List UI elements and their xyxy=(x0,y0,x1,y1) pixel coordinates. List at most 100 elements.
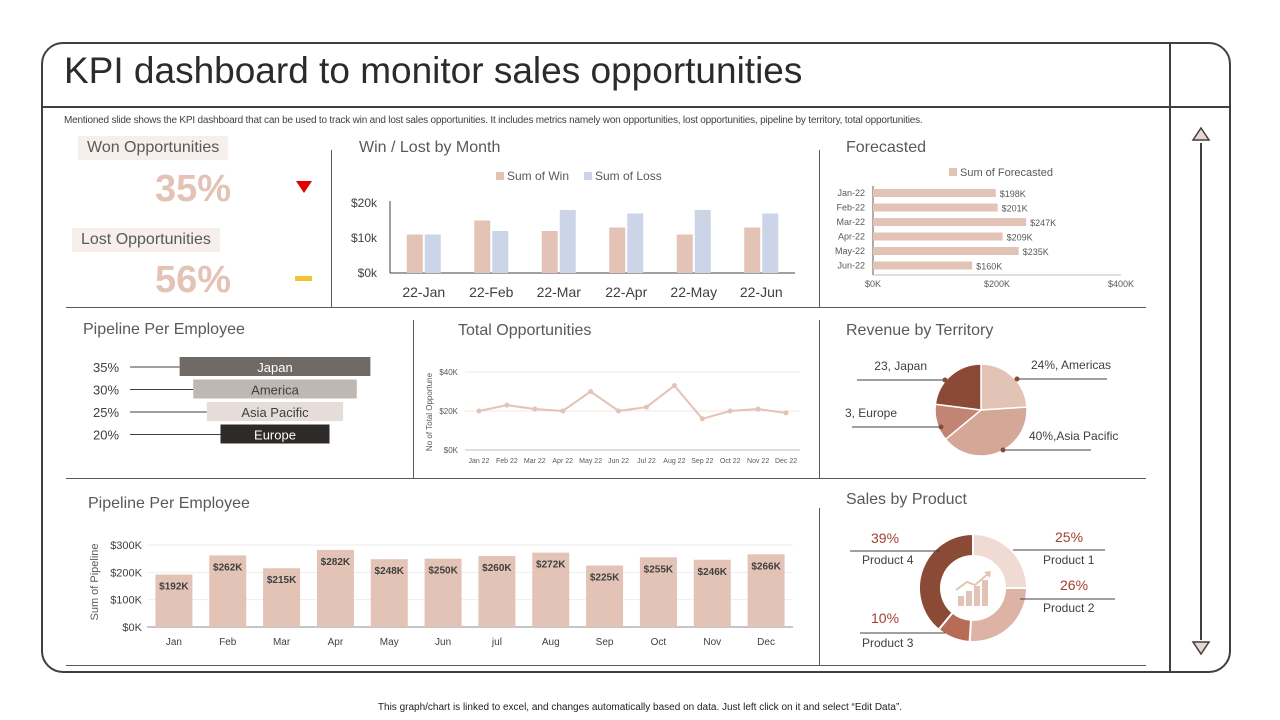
data-label: $160K xyxy=(976,262,1002,272)
pipeline-employee-bottom-title: Pipeline Per Employee xyxy=(88,495,250,512)
win-lost-chart: Sum of Win Sum of Loss $0k $10k $20k 22-Jan 22… xyxy=(351,169,795,300)
x-tick-label: 22-Jan xyxy=(402,284,445,300)
col-divider-5 xyxy=(819,508,820,665)
x-tick-label: Mar 22 xyxy=(524,458,546,465)
scroll-up-icon[interactable] xyxy=(1191,126,1211,142)
x-tick-label: $0K xyxy=(865,279,881,289)
x-tick-label: Aug 22 xyxy=(663,458,685,465)
bar-win xyxy=(744,227,761,273)
col-divider-2 xyxy=(819,150,820,307)
forecast-bar xyxy=(873,203,998,212)
forecast-bar xyxy=(873,261,973,270)
pipeline-bar xyxy=(639,557,677,627)
x-tick-label: Dec 22 xyxy=(775,458,797,465)
col-divider-3 xyxy=(413,320,414,478)
y-tick-label: $100K xyxy=(110,595,142,607)
data-label: $192K xyxy=(159,582,189,593)
donut-slice xyxy=(918,532,974,632)
won-opportunities-value: 35% xyxy=(155,168,232,210)
pie-slice xyxy=(980,363,1028,411)
leader-dot xyxy=(942,377,948,383)
leader-dot xyxy=(1014,376,1020,382)
percent-label: 30% xyxy=(93,383,119,398)
y-axis-label: Sum of Pipeline xyxy=(89,543,101,620)
forecast-bar xyxy=(873,189,996,197)
slide-frame xyxy=(41,42,1231,673)
bar-win xyxy=(474,220,491,273)
row-divider-3 xyxy=(66,665,1146,666)
page-subtitle: Mentioned slide shows the KPI dashboard … xyxy=(64,115,923,126)
revenue-territory-chart: 24%, Americas 40%,Asia Pacific 13, Europe 2… xyxy=(845,358,1118,457)
data-label: $198K xyxy=(1000,189,1026,199)
pipeline-bar xyxy=(532,552,570,627)
scroll-track[interactable] xyxy=(1200,143,1202,640)
y-tick-label: May-22 xyxy=(835,246,865,256)
pipeline-top-chart: 35% Japan 30% America 25% Asia Pacific 20% Euro… xyxy=(93,357,371,444)
legend-label-loss: Sum of Loss xyxy=(595,169,662,183)
data-point xyxy=(643,404,649,410)
row-divider-1 xyxy=(66,307,1146,308)
x-tick-label: 22-Mar xyxy=(537,284,582,300)
won-opportunities-label: Won Opportunities xyxy=(78,136,229,160)
x-tick-label: Apr xyxy=(328,637,344,648)
x-tick-label: Feb xyxy=(219,637,237,648)
data-label: $282K xyxy=(321,557,351,568)
leader-dot xyxy=(1000,447,1006,453)
data-label: $272K xyxy=(536,560,566,571)
forecast-bar xyxy=(873,247,1019,255)
data-label: $260K xyxy=(482,563,512,574)
side-divider xyxy=(1169,42,1171,673)
win-lost-title: Win / Lost by Month xyxy=(359,139,501,156)
forecasted-title: Forecasted xyxy=(846,139,927,156)
revenue-territory-title: Revenue by Territory xyxy=(846,322,994,339)
y-tick-label: $0K xyxy=(444,446,459,455)
y-tick-label: Feb-22 xyxy=(836,203,865,213)
page-title: KPI dashboard to monitor sales opportuni… xyxy=(64,50,803,91)
slice-label: 13, Europe xyxy=(845,406,897,420)
x-tick-label: Jun 22 xyxy=(608,458,629,465)
down-arrow-icon xyxy=(296,181,312,193)
growth-chart-icon xyxy=(955,571,991,606)
forecast-bar xyxy=(873,232,1003,241)
col-divider-4 xyxy=(819,320,820,478)
data-label: $246K xyxy=(698,567,728,578)
data-label: $255K xyxy=(644,564,674,575)
data-point xyxy=(504,402,510,408)
y-axis-label: No of Total Opportune xyxy=(425,372,434,451)
funnel-bar xyxy=(193,379,357,399)
x-tick-label: jul xyxy=(491,637,502,648)
lost-opportunities-value: 56% xyxy=(155,259,232,301)
data-label: $225K xyxy=(590,573,620,584)
funnel-bar xyxy=(206,402,344,421)
y-tick-label: $300K xyxy=(110,540,142,552)
percent-label: 25% xyxy=(93,405,119,420)
y-tick-label: $0K xyxy=(122,622,142,634)
x-tick-label: Jan 22 xyxy=(468,458,489,465)
data-point xyxy=(616,408,622,414)
x-tick-label: Dec xyxy=(757,637,775,648)
forecasted-chart: Sum of Forecasted Jan-22 $198K Feb-22 $201K M… xyxy=(835,167,1134,289)
data-point xyxy=(588,389,594,394)
data-label: $248K xyxy=(375,566,405,577)
data-label: $250K xyxy=(428,566,458,577)
data-label: $266K xyxy=(751,561,781,572)
bar-loss xyxy=(762,213,779,273)
y-tick-label: $0k xyxy=(358,266,378,280)
x-tick-label: 22-Apr xyxy=(605,284,647,300)
bar-win xyxy=(609,227,626,273)
x-tick-label: Aug xyxy=(542,637,560,648)
data-point xyxy=(699,416,705,422)
pipeline-bar xyxy=(155,574,193,627)
leader-dot xyxy=(938,424,944,430)
percent-label: 35% xyxy=(93,360,119,375)
slice-label: 23, Japan xyxy=(874,359,927,373)
legend-swatch-win xyxy=(496,172,504,180)
col-divider-1 xyxy=(331,150,332,307)
bar-loss xyxy=(694,210,711,273)
legend-label-win: Sum of Win xyxy=(507,169,569,183)
pipeline-bar xyxy=(263,568,301,627)
bar-loss xyxy=(424,234,441,273)
scroll-down-icon[interactable] xyxy=(1191,640,1211,656)
product-label: Product 4 xyxy=(862,553,914,567)
data-label: $247K xyxy=(1030,218,1056,228)
